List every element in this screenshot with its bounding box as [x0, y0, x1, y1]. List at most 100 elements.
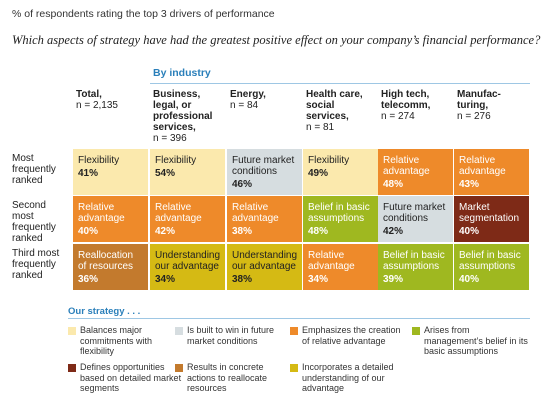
cell-value: 43%: [459, 179, 480, 190]
table-cell: Relative advantage 34%: [303, 244, 378, 290]
legend-item: Defines opportunities based on detailed …: [68, 362, 186, 394]
cell-label: Future market conditions: [383, 202, 446, 224]
table-cell: Flexibility 41%: [73, 149, 148, 195]
cell-value: 40%: [459, 274, 480, 285]
legend-rule: [68, 318, 530, 319]
survey-question: Which aspects of strategy have had the g…: [12, 33, 541, 47]
cell-value: 40%: [459, 226, 480, 237]
table-cell: Relative advantage 38%: [227, 196, 302, 242]
legend-text: Emphasizes the creation of relative adva…: [302, 325, 401, 346]
cell-label: Relative advantage: [308, 250, 355, 272]
table-cell: Belief in basic assumptions 40%: [454, 244, 529, 290]
cell-label: Reallocation of resources: [78, 250, 134, 272]
chart-note: % of respondents rating the top 3 driver…: [12, 8, 275, 20]
cell-value: 39%: [383, 274, 404, 285]
cell-label: Relative advantage: [78, 202, 125, 224]
legend-swatch: [175, 327, 183, 335]
legend-item: Arises from management’s belief in its b…: [412, 325, 530, 357]
cell-label: Relative advantage: [383, 155, 430, 177]
legend-swatch: [290, 327, 298, 335]
legend-item: Balances major commitments with flexibil…: [68, 325, 186, 357]
legend-text: Balances major commitments with flexibil…: [80, 325, 153, 356]
column-sample-size: n = 276: [457, 111, 491, 122]
column-name: High tech, telecomm,: [381, 89, 431, 111]
cell-label: Future market conditions: [232, 155, 295, 177]
legend-item: Emphasizes the creation of relative adva…: [290, 325, 408, 346]
table-cell: Market segmentation 40%: [454, 196, 529, 242]
row-header: Third most frequently ranked: [12, 248, 60, 281]
table-cell: Understanding our advantage 34%: [150, 244, 225, 290]
cell-value: 38%: [232, 226, 253, 237]
column-sample-size: n = 396: [153, 133, 187, 144]
column-sample-size: n = 2,135: [76, 100, 118, 111]
cell-label: Understanding our advantage: [232, 250, 298, 272]
column-header: Business, legal, or professional service…: [153, 89, 225, 144]
table-cell: Future market conditions 42%: [378, 196, 453, 242]
cell-value: 41%: [78, 168, 99, 179]
table-cell: Reallocation of resources 36%: [73, 244, 148, 290]
cell-value: 48%: [308, 226, 329, 237]
group-rule: [150, 83, 530, 84]
table-cell: Relative advantage 42%: [150, 196, 225, 242]
column-name: Energy,: [230, 89, 266, 100]
legend-swatch: [68, 327, 76, 335]
cell-label: Flexibility: [78, 155, 120, 166]
cell-value: 54%: [155, 168, 176, 179]
cell-value: 42%: [383, 226, 404, 237]
table-cell: Flexibility 54%: [150, 149, 225, 195]
cell-value: 40%: [78, 226, 99, 237]
column-sample-size: n = 81: [306, 122, 335, 133]
legend-item: Is built to win in future market conditi…: [175, 325, 293, 346]
cell-label: Flexibility: [155, 155, 197, 166]
legend-swatch: [412, 327, 420, 335]
column-header: High tech, telecomm, n = 274: [381, 89, 453, 122]
row-header: Most frequently ranked: [12, 153, 56, 186]
cell-label: Relative advantage: [155, 202, 202, 224]
column-header: Energy, n = 84: [230, 89, 302, 111]
cell-label: Relative advantage: [459, 155, 506, 177]
column-header: Health care, social services, n = 81: [306, 89, 378, 133]
cell-label: Relative advantage: [232, 202, 279, 224]
cell-label: Belief in basic assumptions: [459, 250, 521, 272]
cell-label: Market segmentation: [459, 202, 520, 224]
table-cell: Relative advantage 43%: [454, 149, 529, 195]
cell-value: 34%: [155, 274, 176, 285]
legend-swatch: [68, 364, 76, 372]
table-cell: Understanding our advantage 38%: [227, 244, 302, 290]
cell-label: Understanding our advantage: [155, 250, 221, 272]
cell-label: Belief in basic assumptions: [383, 250, 445, 272]
column-sample-size: n = 274: [381, 111, 415, 122]
legend-item: Incorporates a detailed understanding of…: [290, 362, 408, 394]
table-cell: Belief in basic assumptions 48%: [303, 196, 378, 242]
cell-value: 49%: [308, 168, 329, 179]
cell-value: 36%: [78, 274, 99, 285]
legend-text: Incorporates a detailed understanding of…: [302, 362, 394, 393]
legend-title: Our strategy . . .: [68, 306, 141, 317]
cell-label: Flexibility: [308, 155, 350, 166]
column-name: Total,: [76, 89, 102, 100]
table-cell: Relative advantage 40%: [73, 196, 148, 242]
cell-value: 42%: [155, 226, 176, 237]
column-name: Manufac- turing,: [457, 89, 501, 111]
column-name: Health care, social services,: [306, 89, 363, 122]
table-cell: Relative advantage 48%: [378, 149, 453, 195]
group-label: By industry: [153, 67, 211, 79]
cell-value: 38%: [232, 274, 253, 285]
column-sample-size: n = 84: [230, 100, 259, 111]
cell-value: 46%: [232, 179, 253, 190]
legend-text: Results in concrete actions to reallocat…: [187, 362, 268, 393]
cell-label: Belief in basic assumptions: [308, 202, 370, 224]
legend-item: Results in concrete actions to reallocat…: [175, 362, 293, 394]
legend-swatch: [290, 364, 298, 372]
table-cell: Future market conditions 46%: [227, 149, 302, 195]
legend-text: Arises from management’s belief in its b…: [424, 325, 528, 356]
legend-text: Defines opportunities based on detailed …: [80, 362, 182, 393]
column-header: Total, n = 2,135: [76, 89, 148, 111]
column-header: Manufac- turing, n = 276: [457, 89, 529, 122]
legend-swatch: [175, 364, 183, 372]
cell-value: 48%: [383, 179, 404, 190]
table-cell: Flexibility 49%: [303, 149, 378, 195]
cell-value: 34%: [308, 274, 329, 285]
table-cell: Belief in basic assumptions 39%: [378, 244, 453, 290]
legend-text: Is built to win in future market conditi…: [187, 325, 275, 346]
